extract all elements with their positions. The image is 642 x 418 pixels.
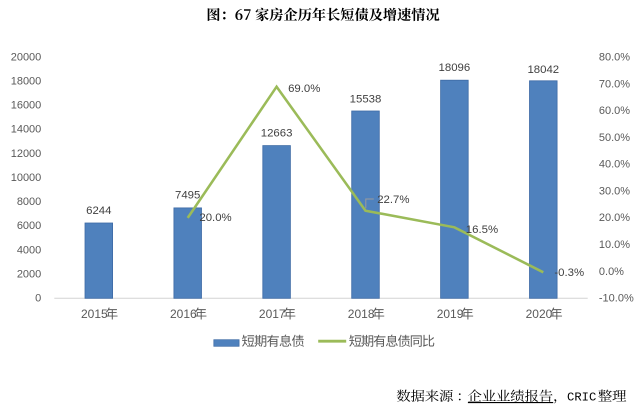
svg-text:6244: 6244 xyxy=(86,205,111,217)
svg-text:16000: 16000 xyxy=(11,100,42,112)
svg-text:2018: 2018 xyxy=(348,307,375,321)
svg-text:20.0%: 20.0% xyxy=(199,212,231,224)
svg-text:20.0%: 20.0% xyxy=(599,212,630,224)
svg-text:40.0%: 40.0% xyxy=(599,159,630,171)
svg-text:30.0%: 30.0% xyxy=(599,185,630,197)
svg-text:8000: 8000 xyxy=(17,196,41,208)
svg-text:4000: 4000 xyxy=(17,244,41,256)
svg-text:6000: 6000 xyxy=(17,220,41,232)
svg-text:18096: 18096 xyxy=(439,62,471,74)
svg-text:7495: 7495 xyxy=(175,189,200,201)
svg-text:2020: 2020 xyxy=(526,307,553,321)
svg-text:18000: 18000 xyxy=(11,76,42,88)
svg-text:20000: 20000 xyxy=(11,51,42,63)
svg-text:-10.0%: -10.0% xyxy=(599,293,634,305)
svg-text:-0.3%: -0.3% xyxy=(554,267,584,279)
svg-text:CRIC: CRIC xyxy=(567,390,596,404)
svg-text:12663: 12663 xyxy=(261,128,293,140)
svg-text:2015: 2015 xyxy=(81,307,108,321)
svg-text:0: 0 xyxy=(35,293,41,305)
svg-text:10000: 10000 xyxy=(11,172,42,184)
svg-text:69.0%: 69.0% xyxy=(288,83,320,95)
svg-text:70.0%: 70.0% xyxy=(599,78,630,90)
svg-text:15538: 15538 xyxy=(350,93,382,105)
svg-text:16.5%: 16.5% xyxy=(466,224,498,236)
svg-text:60.0%: 60.0% xyxy=(599,105,630,117)
svg-text:2016: 2016 xyxy=(170,307,197,321)
svg-text:50.0%: 50.0% xyxy=(599,132,630,144)
svg-text:2019: 2019 xyxy=(437,307,464,321)
svg-text:22.7%: 22.7% xyxy=(377,194,409,206)
svg-text:2000: 2000 xyxy=(17,268,41,280)
svg-text:12000: 12000 xyxy=(11,148,42,160)
svg-text:18042: 18042 xyxy=(527,64,559,76)
svg-text:14000: 14000 xyxy=(11,124,42,136)
svg-text:2017: 2017 xyxy=(259,307,286,321)
svg-text:0.0%: 0.0% xyxy=(599,266,624,278)
svg-text:80.0%: 80.0% xyxy=(599,52,630,64)
svg-text:10.0%: 10.0% xyxy=(599,239,630,251)
